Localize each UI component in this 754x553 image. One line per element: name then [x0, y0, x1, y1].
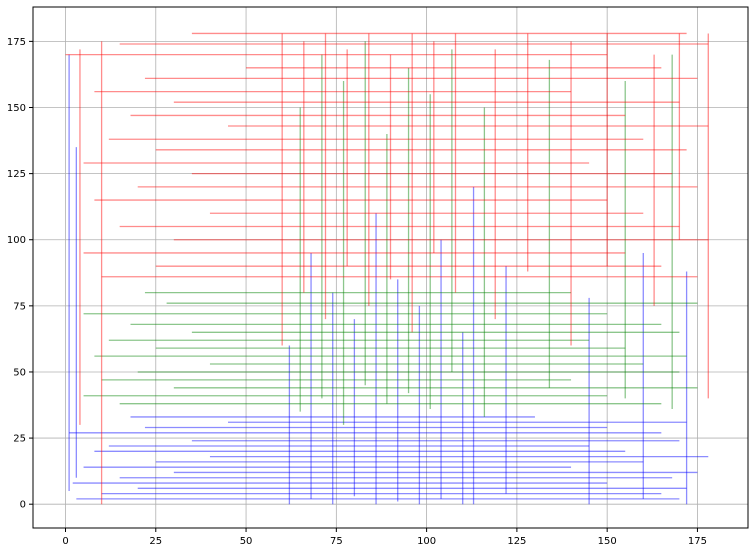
x-tick-label: 0	[62, 536, 68, 547]
y-tick-label: 125	[7, 169, 26, 180]
y-tick-label: 175	[7, 37, 26, 48]
y-tick-label: 150	[7, 103, 26, 114]
plot-area	[65, 32, 709, 505]
grid	[33, 7, 748, 528]
axes-frame	[32, 6, 749, 529]
y-tick-label: 0	[20, 500, 26, 511]
x-tick-label: 50	[240, 536, 253, 547]
y-tick-label: 75	[13, 301, 26, 312]
x-tick-label: 25	[149, 536, 162, 547]
x-tick-label: 150	[598, 536, 617, 547]
x-tick-label: 75	[330, 536, 343, 547]
y-tick-label: 50	[13, 367, 26, 378]
x-tick-label: 100	[417, 536, 436, 547]
x-tick-label: 125	[507, 536, 526, 547]
x-tick-label: 175	[688, 536, 707, 547]
y-tick-label: 25	[13, 434, 26, 445]
y-tick-label: 100	[7, 235, 26, 246]
axis-ticks: 0 25 50 75 100 125 150 175 0 25 50 75 100 125 150 175	[7, 37, 707, 547]
